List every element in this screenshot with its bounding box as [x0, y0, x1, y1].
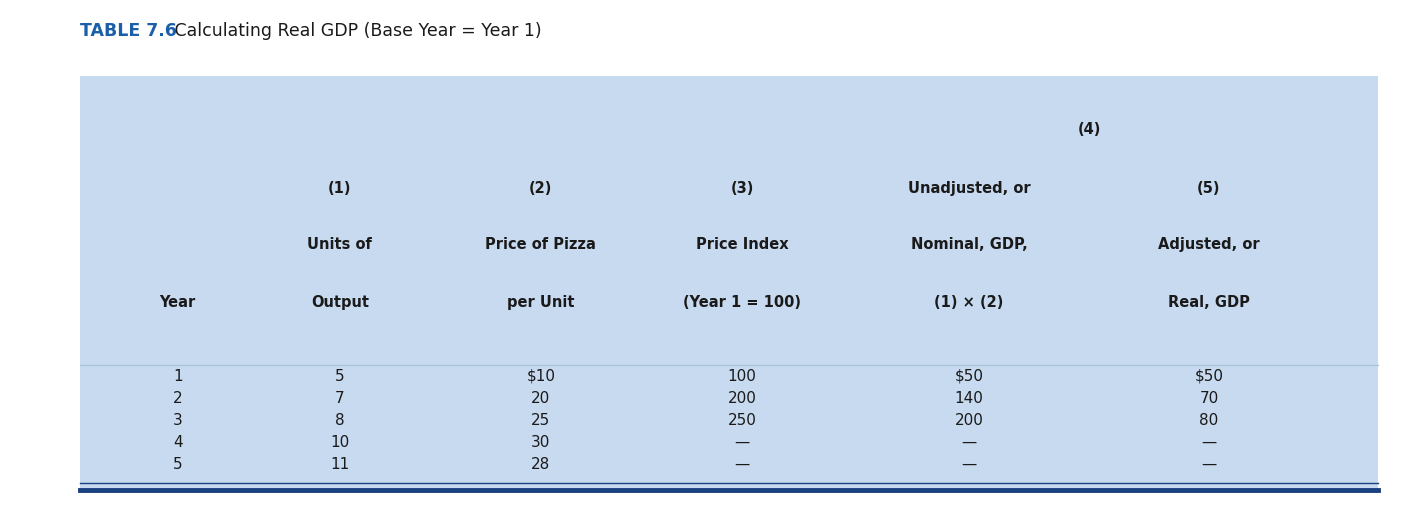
Text: TABLE 7.6: TABLE 7.6: [80, 22, 178, 40]
Text: Unadjusted, or: Unadjusted, or: [908, 181, 1031, 195]
Text: (5): (5): [1197, 181, 1221, 195]
Text: (1) × (2): (1) × (2): [935, 295, 1004, 310]
Text: 200: 200: [728, 391, 756, 406]
Text: —: —: [962, 435, 977, 450]
Text: Real, GDP: Real, GDP: [1167, 295, 1249, 310]
Text: 30: 30: [532, 435, 550, 450]
Text: —: —: [735, 457, 750, 472]
Text: 140: 140: [955, 391, 983, 406]
Text: —: —: [1201, 457, 1217, 472]
Text: 100: 100: [728, 369, 756, 384]
Text: 7: 7: [336, 391, 344, 406]
Text: 8: 8: [336, 413, 344, 428]
Text: per Unit: per Unit: [508, 295, 575, 310]
Text: 80: 80: [1200, 413, 1218, 428]
Text: $50: $50: [1194, 369, 1224, 384]
Text: —: —: [962, 457, 977, 472]
Text: (Year 1 = 100): (Year 1 = 100): [682, 295, 801, 310]
Text: 200: 200: [955, 413, 983, 428]
Text: Price of Pizza: Price of Pizza: [485, 237, 596, 252]
Text: Nominal, GDP,: Nominal, GDP,: [911, 237, 1028, 252]
Text: 70: 70: [1200, 391, 1218, 406]
Text: (2): (2): [529, 181, 553, 195]
Text: Year: Year: [159, 295, 196, 310]
Text: Output: Output: [310, 295, 369, 310]
Text: 2: 2: [173, 391, 182, 406]
Text: (4): (4): [1077, 122, 1101, 137]
Text: 250: 250: [728, 413, 756, 428]
Text: —: —: [735, 435, 750, 450]
Text: 10: 10: [330, 435, 350, 450]
Text: $10: $10: [526, 369, 556, 384]
Text: 5: 5: [336, 369, 344, 384]
Text: Adjusted, or: Adjusted, or: [1158, 237, 1259, 252]
Text: (1): (1): [329, 181, 351, 195]
Text: 11: 11: [330, 457, 350, 472]
Text: 4: 4: [173, 435, 182, 450]
Text: $50: $50: [955, 369, 983, 384]
Text: 20: 20: [532, 391, 550, 406]
Text: Calculating Real GDP (Base Year = Year 1): Calculating Real GDP (Base Year = Year 1…: [169, 22, 541, 40]
Text: 25: 25: [532, 413, 550, 428]
Text: —: —: [1201, 435, 1217, 450]
Text: 3: 3: [173, 413, 182, 428]
Text: (3): (3): [730, 181, 753, 195]
FancyBboxPatch shape: [80, 76, 1378, 492]
Text: Units of: Units of: [307, 237, 372, 252]
Text: 1: 1: [173, 369, 182, 384]
Text: 5: 5: [173, 457, 182, 472]
Text: 28: 28: [532, 457, 550, 472]
Text: Price Index: Price Index: [695, 237, 788, 252]
